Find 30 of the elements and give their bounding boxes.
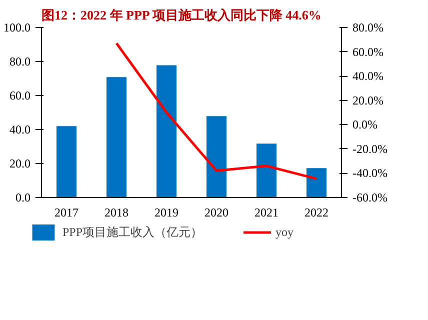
x-tick-label: 2019 [154,206,178,220]
y-tick-label: 80.0 [10,54,30,68]
y-tick-label: 60.0 [10,88,30,102]
chart-title: 图12：2022 年 PPP 项目施工收入同比下降 44.6% [42,8,322,22]
bar [306,168,326,198]
x-tick-label: 2021 [254,206,278,220]
legend-label: yoy [276,224,294,240]
y2-tick-label: 20.0% [352,93,384,108]
bar [56,126,76,198]
y2-tick-label: 0.0% [352,118,378,132]
x-tick-label: 2022 [304,206,328,220]
x-tick-label: 2017 [54,206,78,220]
line-series [115,42,318,180]
y-tick-label: 0.0 [16,190,30,204]
y-tick-label: 20.0 [10,156,30,170]
bar [156,65,176,198]
bar [106,77,126,198]
legend-label: PPP项目施工收入（亿元） [62,224,202,240]
y2-tick-label: -40.0% [352,166,388,180]
y2-tick-label: 60.0% [352,44,384,59]
x-tick-label: 2020 [204,206,228,220]
y2-tick-label: -20.0% [352,142,388,156]
y2-tick-label: 80.0% [352,20,384,34]
bar [206,116,226,198]
y2-tick-label: -60.0% [352,190,388,204]
y-tick-label: 40.0 [10,122,30,136]
x-tick-label: 2018 [104,206,128,220]
bar [256,144,276,198]
y-tick-label: 100.0 [4,20,30,34]
y2-tick-label: 40.0% [352,69,384,84]
